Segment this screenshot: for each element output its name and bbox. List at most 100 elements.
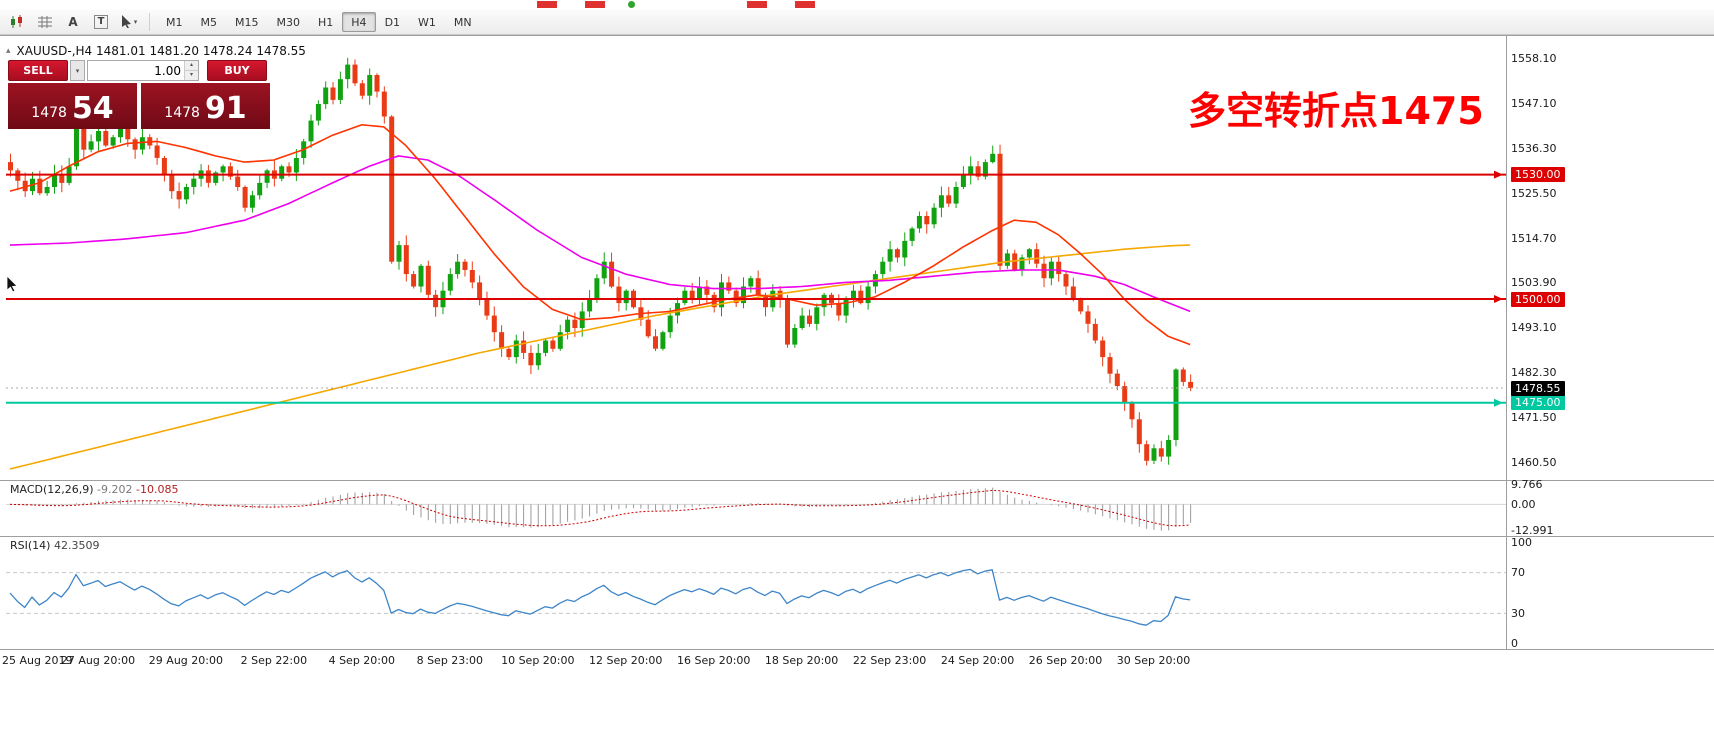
time-tick-label: 29 Aug 20:00	[148, 654, 223, 667]
price-tick-label: 1493.10	[1511, 321, 1557, 335]
sell-price-display[interactable]: 1478 54	[8, 83, 137, 129]
time-axis: 25 Aug 2019 27 Aug 20:00 29 Aug 20:00 2 Sep…	[0, 650, 1714, 672]
price-tick-label: 1482.30	[1511, 365, 1557, 379]
sell-button[interactable]: SELL	[8, 60, 68, 81]
macd-main-value: -9.202	[97, 483, 133, 496]
timeframe-D1[interactable]: D1	[376, 12, 409, 32]
time-tick-label: 30 Sep 20:00	[1116, 654, 1191, 667]
template-tool-glyph: T	[93, 14, 109, 29]
cursor-tool-icon[interactable]: ▾	[116, 12, 142, 32]
price-tick-label: 1503.90	[1511, 276, 1557, 290]
rsi-scale-label: 0	[1511, 637, 1518, 651]
chrome-fragment	[585, 1, 605, 8]
time-tick-label: 18 Sep 20:00	[764, 654, 839, 667]
volume-field: ▴ ▾	[87, 60, 199, 81]
chart-toolbar: A T ▾ M1 M5 M15 M30 H1 H4 D1 W1 MN	[0, 9, 1714, 35]
trade-controls-row: SELL ▾ ▴ ▾ BUY	[8, 60, 270, 81]
macd-canvas[interactable]	[6, 481, 1506, 535]
price-tick-label: 1547.10	[1511, 97, 1557, 111]
chrome-fragment	[795, 1, 815, 8]
time-tick-label: 24 Sep 20:00	[940, 654, 1015, 667]
macd-scale-label: -12.991	[1511, 524, 1554, 538]
main-chart-canvas[interactable]	[6, 37, 1506, 480]
timeframe-group: M1 M5 M15 M30 H1 H4 D1 W1 MN	[157, 11, 481, 33]
timeframe-MN[interactable]: MN	[445, 12, 481, 32]
buy-price-base: 1478	[164, 105, 200, 121]
rsi-scale-label: 70	[1511, 566, 1525, 580]
level-price-label: 1475.00	[1511, 395, 1565, 411]
window-chrome-strip	[0, 0, 1714, 9]
timeframe-M30[interactable]: M30	[268, 12, 310, 32]
volume-spinner: ▴ ▾	[184, 61, 198, 80]
volume-input[interactable]	[88, 61, 184, 80]
time-tick-label: 8 Sep 23:00	[416, 654, 484, 667]
timeframe-H4[interactable]: H4	[342, 12, 376, 33]
buy-price-display[interactable]: 1478 91	[141, 83, 270, 129]
macd-signal-value: -10.085	[136, 483, 179, 496]
timeframe-M5[interactable]: M5	[192, 12, 227, 32]
panel-separator[interactable]	[0, 536, 1714, 537]
time-tick-label: 10 Sep 20:00	[501, 654, 575, 667]
time-tick-label: 25 Aug 2019	[2, 654, 73, 667]
time-tick-label: 26 Sep 20:00	[1028, 654, 1103, 667]
chrome-fragment	[537, 1, 557, 8]
volume-dropdown-button[interactable]: ▾	[70, 60, 85, 81]
macd-scale-label: 0.00	[1511, 497, 1536, 511]
chart-style-icon[interactable]	[4, 12, 30, 32]
mouse-cursor	[6, 276, 18, 292]
chart-area: 1558.10 1547.10 1536.30 1525.50 1514.70 1503.…	[0, 35, 1714, 732]
chrome-fragment	[628, 1, 635, 8]
price-tick-label: 1536.30	[1511, 141, 1557, 155]
level-price-label: 1500.00	[1511, 291, 1565, 307]
macd-label: MACD(12,26,9) -9.202 -10.085	[10, 483, 178, 496]
symbol-info: ▴ XAUUSD-,H4 1481.01 1481.20 1478.24 147…	[6, 44, 306, 58]
toolbar-separator	[149, 12, 150, 31]
rsi-canvas[interactable]	[6, 537, 1506, 649]
symbol-ohlc-text: XAUUSD-,H4 1481.01 1481.20 1478.24 1478.…	[16, 44, 306, 58]
panel-separator[interactable]	[0, 649, 1714, 650]
timeframe-M15[interactable]: M15	[226, 12, 268, 32]
time-tick-label: 27 Aug 20:00	[60, 654, 136, 667]
rsi-value: 42.3509	[53, 539, 100, 552]
rsi-scale-label: 100	[1511, 535, 1532, 549]
time-tick-label: 4 Sep 20:00	[328, 654, 396, 667]
volume-increase-button[interactable]: ▴	[185, 61, 198, 71]
macd-name: MACD(12,26,9)	[10, 483, 94, 496]
price-tick-label: 1460.50	[1511, 456, 1557, 470]
indicator-grid-icon[interactable]	[32, 12, 58, 32]
rsi-name: RSI(14)	[10, 539, 51, 552]
chart-annotation: 多空转折点1475	[1188, 89, 1484, 133]
sell-price-base: 1478	[31, 105, 67, 121]
buy-button[interactable]: BUY	[207, 60, 267, 81]
price-axis-separator	[1506, 36, 1507, 649]
chrome-fragment	[747, 1, 767, 8]
collapse-panel-icon[interactable]: ▴	[6, 46, 11, 56]
cursor-tool-caret-icon: ▾	[133, 17, 138, 26]
sell-price-big: 54	[71, 91, 114, 126]
current-price-label: 1478.55	[1511, 380, 1565, 396]
macd-scale-label: 9.766	[1511, 478, 1543, 491]
time-tick-label: 2 Sep 22:00	[240, 654, 308, 667]
timeframe-W1[interactable]: W1	[409, 12, 445, 32]
rsi-label: RSI(14) 42.3509	[10, 539, 99, 552]
price-tick-label: 1514.70	[1511, 231, 1557, 245]
one-click-trade-panel: SELL ▾ ▴ ▾ BUY 1478 54 1478	[8, 60, 270, 129]
price-tick-label: 1471.50	[1511, 410, 1557, 424]
price-tick-label: 1525.50	[1511, 186, 1557, 200]
time-tick-label: 22 Sep 23:00	[852, 654, 927, 667]
trade-price-displays: 1478 54 1478 91	[8, 83, 270, 129]
timeframe-H1[interactable]: H1	[309, 12, 342, 32]
price-axis: 1558.10 1547.10 1536.30 1525.50 1514.70 1503.…	[1507, 36, 1714, 686]
template-tool-icon[interactable]: T	[88, 12, 114, 32]
text-tool-icon[interactable]: A	[68, 14, 78, 29]
rsi-scale-label: 30	[1511, 606, 1525, 620]
time-tick-label: 16 Sep 20:00	[676, 654, 751, 667]
volume-decrease-button[interactable]: ▾	[185, 71, 198, 80]
time-tick-label: 12 Sep 20:00	[588, 654, 663, 667]
timeframe-M1[interactable]: M1	[157, 12, 192, 32]
panel-separator[interactable]	[0, 480, 1714, 481]
price-tick-label: 1558.10	[1511, 51, 1557, 65]
level-price-label: 1530.00	[1511, 167, 1565, 183]
buy-price-big: 91	[204, 91, 247, 126]
